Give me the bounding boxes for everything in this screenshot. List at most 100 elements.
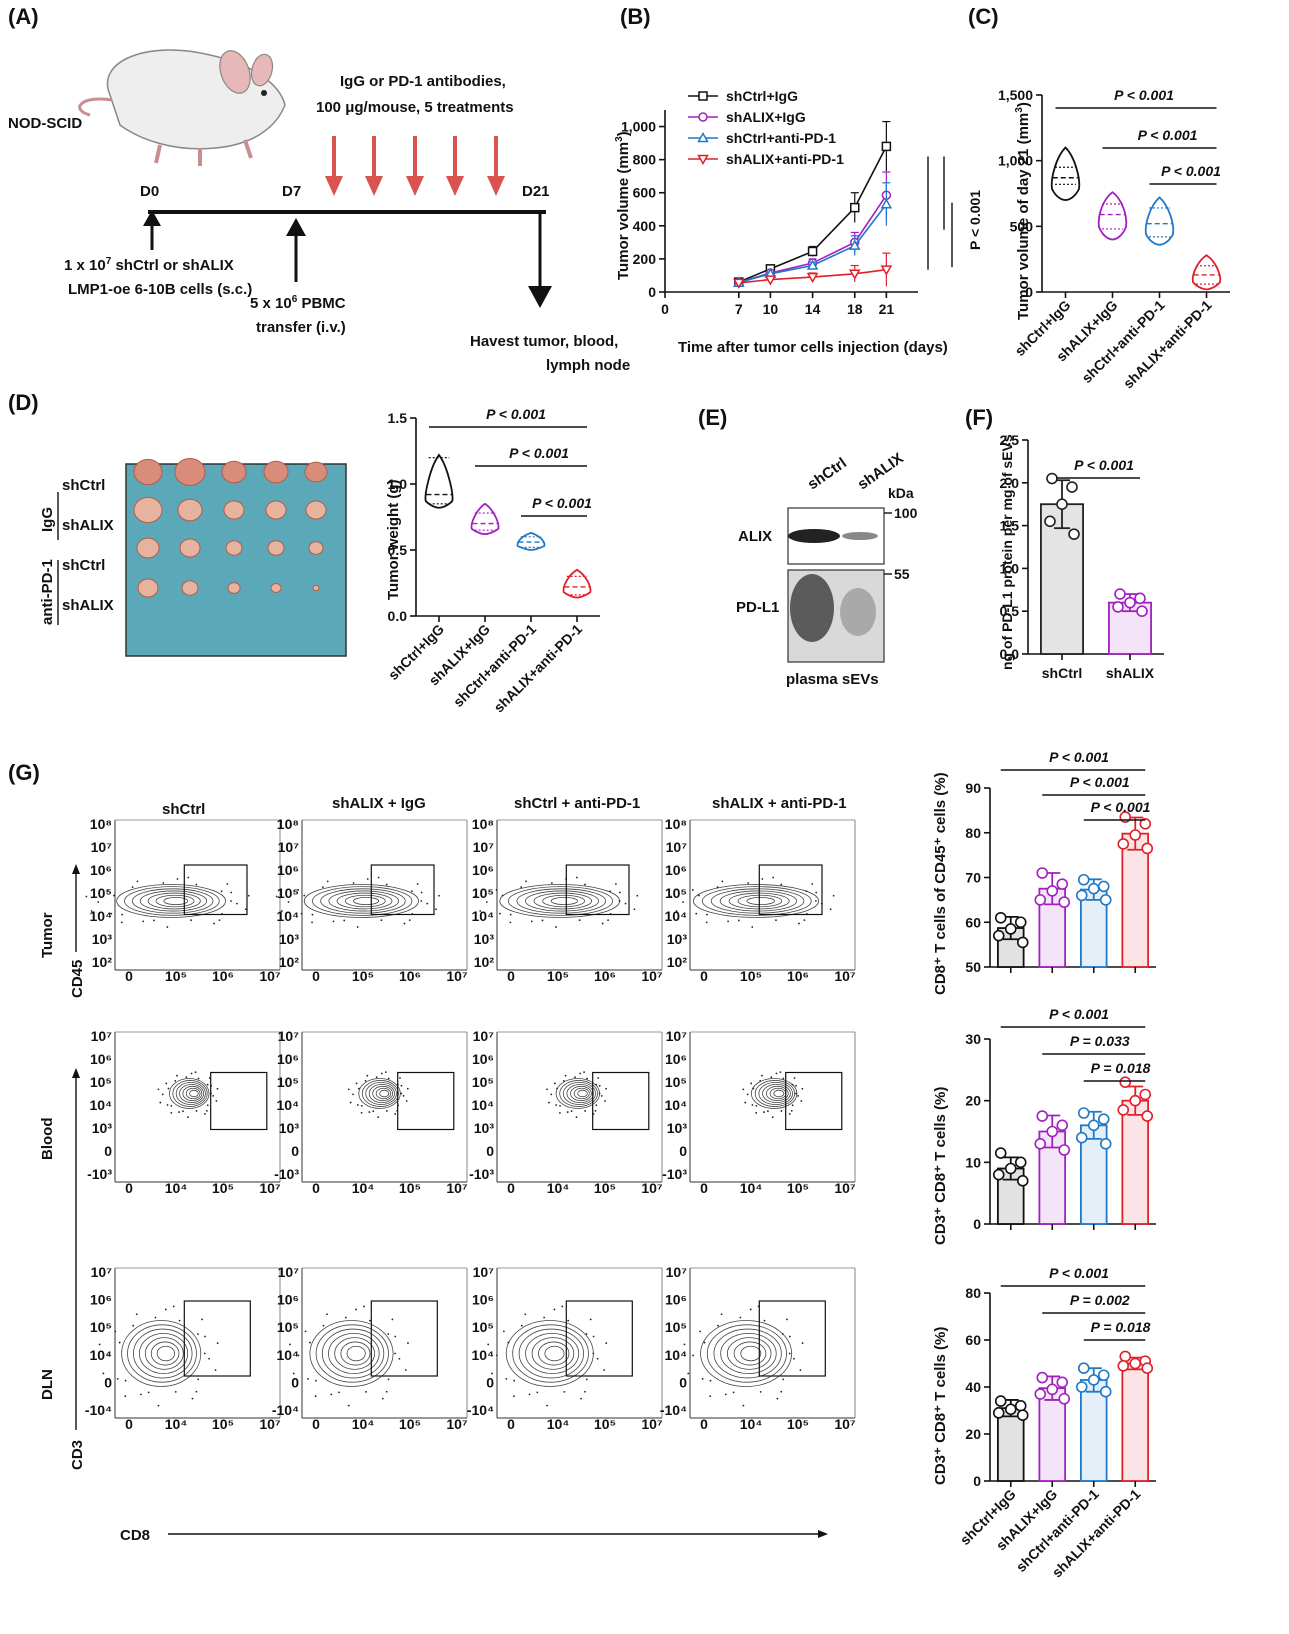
chart-c-ytick-label-3: 1,500 <box>998 87 1033 103</box>
flow-plot-1-0-contour-0 <box>169 1078 210 1109</box>
flow-plot-1-3-contour-4 <box>765 1085 789 1102</box>
flow-plot-1-3-dot-21 <box>797 1094 799 1097</box>
flow-plot-1-0-dot-17 <box>161 1093 164 1096</box>
flow-xaxis-cd8: CD8 <box>120 1527 150 1544</box>
tumor-2-4 <box>308 541 324 555</box>
tumor-1-0 <box>133 496 163 524</box>
chart-b-ytick-label-1: 200 <box>633 251 657 267</box>
flow-plot-0-1-ytick-6: 10² <box>279 954 300 970</box>
flow-plot-1-0-ytick-2: 10⁵ <box>90 1074 112 1090</box>
chart-g2-point-3-3 <box>1117 1104 1130 1116</box>
flow-plot-0-3-ytick-2: 10⁶ <box>665 862 687 878</box>
chart-b-point-2-2 <box>806 259 819 270</box>
flow-plot-0-2-contour-0 <box>499 884 620 918</box>
flow-plot-1-2-xtick-2: 10⁵ <box>594 1180 616 1196</box>
chart-g2-point-3-1 <box>1139 1088 1152 1101</box>
flow-plot-2-1-dot-18 <box>391 1318 394 1321</box>
flow-plot-1-0-ytick-4: 10³ <box>92 1120 113 1136</box>
chart-b-tumor-growth: Tumor volume (mm3) Time after tumor cell… <box>614 88 983 356</box>
flow-plot-1-0-dot-5 <box>206 1083 209 1086</box>
flow-plot-0-3-dot-15 <box>747 882 750 884</box>
flow-plot-0-0-dot-22 <box>110 912 113 915</box>
flow-plot-2-0-dot-14 <box>124 1395 127 1398</box>
chart-f-ytick-label-2: 1.0 <box>1000 560 1020 576</box>
flow-plot-1-3-dot-18 <box>793 1077 796 1079</box>
flow-plot-1-1-gate <box>397 1071 455 1131</box>
flow-plot-1-3-dot-9 <box>744 1101 747 1104</box>
d21-arrow-icon <box>528 286 552 308</box>
chart-b-xtick-label-0: 0 <box>661 301 669 317</box>
flow-plot-0-0-xtick-2: 10⁶ <box>212 968 234 984</box>
chart-g3-point-2-4 <box>1099 1385 1112 1398</box>
d7-text-2: transfer (i.v.) <box>256 319 346 336</box>
chart-b-legend-label-0: shCtrl+IgG <box>726 88 798 104</box>
flow-plot-2-3-ytick-1: 10⁶ <box>665 1292 687 1308</box>
blot-protein-alix: ALIX <box>738 528 772 545</box>
flow-plot-2-3-dot-16 <box>782 1378 785 1381</box>
flow-plot-0-3-dot-4 <box>670 895 673 898</box>
flow-plot-0-0-dot-19 <box>166 926 169 928</box>
chart-f-ytick-label-5: 2.5 <box>1000 432 1020 448</box>
flow-plot-1-2-ytick-4: 10³ <box>474 1120 495 1136</box>
flow-plot-1-2-dot-1 <box>559 1104 561 1107</box>
flow-plot-1-1-ytick-4: 10³ <box>279 1120 300 1136</box>
chart-g1-point-0-1 <box>1014 916 1027 929</box>
flow-plot-1-1-xtick-0: 0 <box>312 1180 320 1196</box>
flow-plot-1-1-dot-27 <box>368 1111 371 1113</box>
chart-c-violin-1 <box>1097 191 1128 241</box>
flow-plot-0-0-ytick-5: 10³ <box>92 931 113 947</box>
flow-plot-0-0-dot-3 <box>218 919 221 922</box>
chart-g3-point-1-4 <box>1058 1392 1071 1405</box>
flow-plot-1-2-dot-26 <box>598 1084 601 1087</box>
tumor-photo-panel: IgG anti-PD-1 shCtrl shALIX shCtrl shALI… <box>39 458 347 657</box>
flow-plot-2-3-dot-12 <box>699 1330 702 1333</box>
flow-plot-2-0-contour-2 <box>133 1328 193 1379</box>
flow-plot-2-3-dot-2 <box>749 1308 752 1311</box>
flow-plot-1-3-dot-8 <box>800 1100 803 1102</box>
treatment-arrow-icon-2 <box>406 176 424 196</box>
flow-plot-0-2-dot-0 <box>618 900 621 902</box>
flow-plot-1-2-contour-2 <box>562 1082 596 1106</box>
flow-plot-0-3-dot-17 <box>682 901 685 903</box>
flow-plot-1-2-dot-18 <box>597 1077 600 1079</box>
flow-plot-1-1-dot-21 <box>402 1094 405 1097</box>
tumor-photo <box>125 463 347 657</box>
flow-plot-0-2-dot-18 <box>615 883 617 885</box>
flow-plot-1-1-dot-25 <box>357 1087 360 1090</box>
chart-g2-point-1-2 <box>1046 1125 1059 1138</box>
flow-plot-2-0-dot-8 <box>214 1369 217 1371</box>
flow-plot-2-0-ytick-1: 10⁶ <box>90 1292 112 1308</box>
flow-plot-1-1-dot-8 <box>405 1100 408 1102</box>
flow-plot-0-3-dot-18 <box>811 883 814 885</box>
chart-g2-point-3-2 <box>1129 1094 1142 1107</box>
chart-b-point-2-3 <box>848 239 861 250</box>
panel-label-g: (G) <box>8 760 40 785</box>
flow-plot-2-3-dot-27 <box>724 1393 727 1396</box>
flow-plot-0-1-dot-12 <box>297 889 300 891</box>
flow-plot-0-3-dot-14 <box>705 921 708 924</box>
flow-plot-1-2-contour-5 <box>573 1087 590 1100</box>
flow-plot-1-3-dot-7 <box>760 1074 763 1077</box>
chart-b-xtick-label-2: 10 <box>763 301 779 317</box>
chart-g3-point-0-0 <box>994 1395 1007 1407</box>
flow-plot-0-3-dot-6 <box>737 919 740 922</box>
flow-plot-1-0-ytick-1: 10⁶ <box>90 1051 112 1067</box>
chart-b-xtick-label-1: 7 <box>735 301 743 317</box>
chart-g2-comp-label-2: P = 0.018 <box>1091 1060 1151 1076</box>
flow-plot-2-0-contour-6 <box>156 1345 175 1362</box>
flow-plot-1-3-dot-16 <box>791 1104 794 1107</box>
chart-d-ylabel: Tumor weight (g) <box>385 479 402 600</box>
flow-plot-0-0-dot-11 <box>190 919 192 922</box>
flow-plot-0-0-dot-27 <box>142 920 145 923</box>
flow-plot-1-0-contour-3 <box>179 1083 205 1104</box>
flow-plot-2-1-dot-26 <box>394 1335 397 1338</box>
flow-row-tumor: Tumor <box>39 912 56 958</box>
pdl1-band-shctrl <box>790 574 834 642</box>
flow-plot-1-1-dot-24 <box>394 1113 397 1115</box>
flow-plot-0-0-dot-8 <box>244 908 247 911</box>
flow-plot-2-3-dot-6 <box>732 1391 735 1394</box>
flow-plot-0-1-dot-6 <box>343 919 346 922</box>
photo-row-label-1: shCtrl <box>62 477 105 494</box>
flow-plot-1-1-dot-9 <box>349 1101 352 1104</box>
flow-plot-2-0-dot-19 <box>157 1404 160 1407</box>
